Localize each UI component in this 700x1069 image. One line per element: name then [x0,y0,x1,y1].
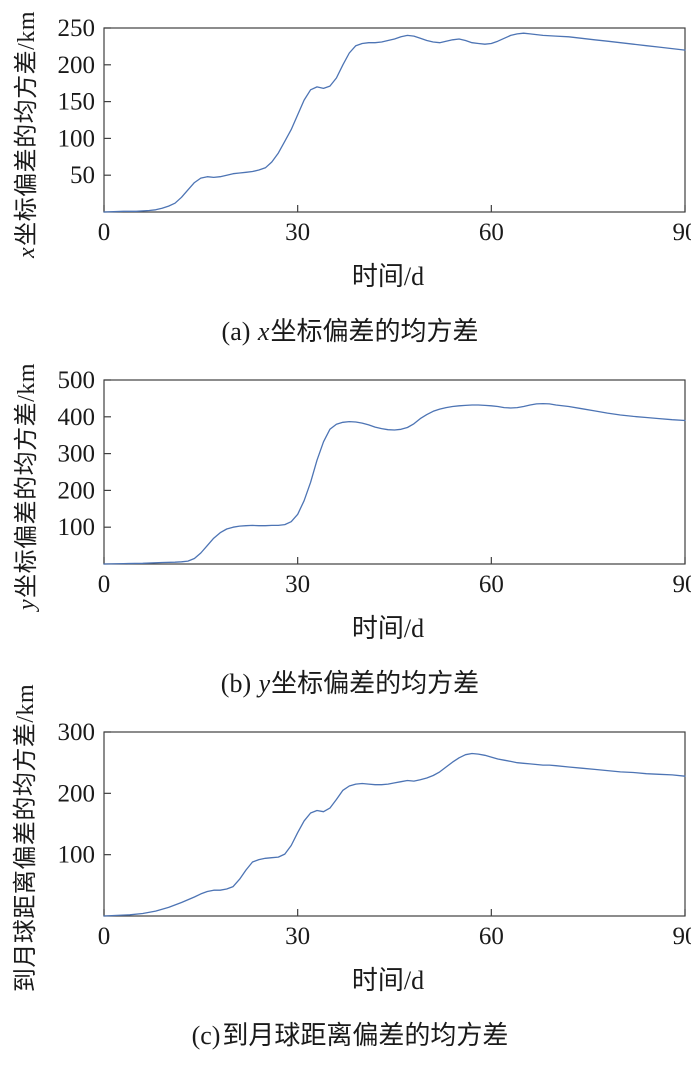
chart-b-y-axis-label-text: y坐标偏差的均方差/km [13,362,40,610]
chart-c-row: 到月球距离偏差的均方差/km 0 30 60 90 100 200 300 [0,683,700,991]
svg-text:400: 400 [58,404,96,431]
svg-text:300: 300 [58,722,96,746]
chart-a-x-axis-label: 时间/d [351,262,425,291]
svg-text:0: 0 [98,219,111,246]
svg-text:150: 150 [58,89,96,116]
chart-a-y-axis-label-italic: x [13,246,40,258]
svg-text:200: 200 [58,477,96,504]
svg-text:300: 300 [58,441,96,468]
chart-a-row: x坐标偏差的均方差/km 0 30 60 90 50 100 150 200 250 [0,11,700,258]
svg-text:60: 60 [479,219,504,246]
chart-c: 到月球距离偏差的均方差/km 0 30 60 90 100 200 300 时间/d (c)… [0,683,700,1052]
svg-text:250: 250 [58,18,96,42]
chart-c-y-axis-label: 到月球距离偏差的均方差/km [0,683,46,991]
chart-b: y坐标偏差的均方差/km 0 30 60 90 100 200 300 400 500 时间/d… [0,363,700,700]
svg-text:100: 100 [58,514,96,541]
chart-b-plot-area: 0 30 60 90 100 200 300 400 500 [58,370,692,598]
chart-b-row: y坐标偏差的均方差/km 0 30 60 90 100 200 300 400 500 [0,363,700,610]
svg-text:500: 500 [58,370,96,394]
svg-text:60: 60 [479,923,504,950]
svg-text:30: 30 [285,219,310,246]
svg-text:50: 50 [70,162,95,189]
chart-c-y-axis-label-text: 到月球距离偏差的均方差/km [13,683,40,992]
chart-a-y-axis-label-text: x坐标偏差的均方差/km [13,10,40,258]
svg-text:200: 200 [58,780,96,807]
chart-a-plot-area: 0 30 60 90 50 100 150 200 250 [58,18,692,246]
svg-text:100: 100 [58,842,96,869]
svg-text:100: 100 [58,125,96,152]
chart-c-caption: (c)到月球距离偏差的均方差 [191,1021,509,1050]
chart-a-y-axis-label: x坐标偏差的均方差/km [0,11,46,258]
svg-text:0: 0 [98,571,111,598]
svg-text:200: 200 [58,52,96,79]
chart-a: x坐标偏差的均方差/km 030609050100150200250 时间/d … [0,11,700,348]
chart-b-caption: (b) y坐标偏差的均方差 [220,669,480,698]
svg-text:90: 90 [673,923,692,950]
chart-b-y-axis-label: y坐标偏差的均方差/km [0,363,46,610]
svg-text:60: 60 [479,571,504,598]
svg-text:90: 90 [673,219,692,246]
chart-c-x-axis-label: 时间/d [351,966,425,995]
svg-text:30: 30 [285,571,310,598]
chart-b-y-axis-label-italic: y [13,598,40,610]
svg-text:0: 0 [98,923,111,950]
chart-c-plot-area: 0 30 60 90 100 200 300 [58,722,692,950]
svg-text:30: 30 [285,923,310,950]
chart-a-caption: (a) x坐标偏差的均方差 [221,317,479,346]
svg-text:90: 90 [673,571,692,598]
chart-b-x-axis-label: 时间/d [351,614,425,643]
